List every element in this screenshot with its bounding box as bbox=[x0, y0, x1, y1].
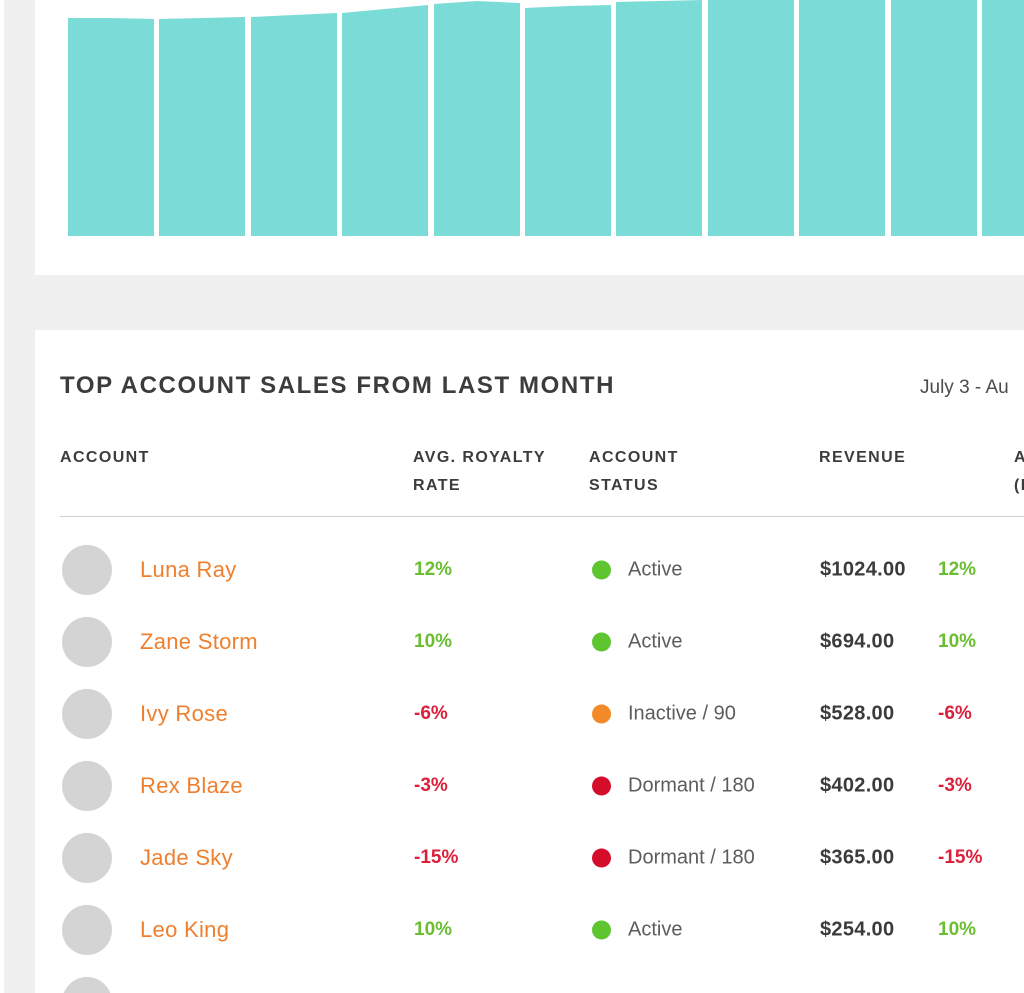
table-row: Leo King 10% Active $254.00 10% bbox=[35, 894, 1024, 966]
avatar[interactable] bbox=[62, 617, 112, 667]
revenue-value: $365.00 bbox=[820, 846, 895, 869]
avatar[interactable] bbox=[62, 545, 112, 595]
date-range: July 3 - Au bbox=[920, 377, 1009, 398]
revenue-change-value: -3% bbox=[938, 775, 972, 796]
royalty-rate-value: 10% bbox=[414, 631, 453, 652]
column-header-text: REVENUE bbox=[819, 449, 907, 466]
table-row bbox=[35, 966, 1024, 993]
status-cell: Dormant / 180 bbox=[592, 847, 755, 870]
chart-bar[interactable] bbox=[342, 5, 428, 236]
status-cell: Active bbox=[592, 919, 682, 942]
account-name-link[interactable]: Luna Ray bbox=[140, 557, 237, 582]
sales-chart-card bbox=[35, 0, 1024, 275]
column-header-account: ACCOUNT bbox=[60, 444, 150, 472]
revenue-change-value: 10% bbox=[938, 631, 977, 652]
status-dot-icon bbox=[592, 776, 611, 796]
account-status-label: Inactive / 90 bbox=[628, 702, 736, 725]
royalty-rate-value: 12% bbox=[414, 559, 453, 580]
account-name-link[interactable]: Rex Blaze bbox=[140, 773, 243, 798]
column-header-text: RATE bbox=[413, 477, 461, 494]
account-status-label: Dormant / 180 bbox=[628, 846, 755, 869]
table-row: Luna Ray 12% Active $1024.00 12% bbox=[35, 534, 1024, 606]
revenue-value: $694.00 bbox=[820, 630, 895, 653]
column-header-account-status: ACCOUNT STATUS bbox=[589, 444, 679, 500]
avatar[interactable] bbox=[62, 905, 112, 955]
table-row: Rex Blaze -3% Dormant / 180 $402.00 -3% bbox=[35, 750, 1024, 822]
status-cell: Active bbox=[592, 631, 682, 654]
avatar[interactable] bbox=[62, 761, 112, 811]
royalty-rate-value: -6% bbox=[414, 703, 448, 724]
account-status-label: Active bbox=[628, 630, 683, 653]
column-header-text: AVG. ROYALTY bbox=[413, 449, 546, 466]
chart-bar[interactable] bbox=[891, 0, 977, 236]
column-header-royalty-rate: AVG. ROYALTY RATE bbox=[413, 444, 546, 500]
avatar[interactable] bbox=[62, 977, 112, 993]
avatar[interactable] bbox=[62, 689, 112, 739]
royalty-rate-value: -3% bbox=[414, 775, 448, 796]
column-header-text: STATUS bbox=[589, 477, 660, 494]
chart-bar[interactable] bbox=[982, 0, 1024, 236]
account-name-link[interactable]: Ivy Rose bbox=[140, 701, 228, 726]
column-header-text: ACCOUNT bbox=[60, 449, 150, 466]
chart-bar[interactable] bbox=[251, 13, 337, 236]
status-cell: Inactive / 90 bbox=[592, 703, 736, 726]
status-dot-icon bbox=[592, 560, 611, 580]
table-row: Jade Sky -15% Dormant / 180 $365.00 -15% bbox=[35, 822, 1024, 894]
column-header-text: ACCOUNT bbox=[589, 449, 679, 466]
chart-bar[interactable] bbox=[434, 1, 520, 236]
account-status-label: Active bbox=[628, 918, 683, 941]
royalty-rate-value: -15% bbox=[414, 847, 459, 868]
column-header-clipped: A (I bbox=[1014, 444, 1024, 500]
chart-bar[interactable] bbox=[525, 5, 611, 236]
revenue-change-value: 12% bbox=[938, 559, 977, 580]
chart-bar[interactable] bbox=[708, 0, 794, 236]
account-name-link[interactable]: Zane Storm bbox=[140, 629, 258, 654]
revenue-change-value: -15% bbox=[938, 847, 983, 868]
column-header-text: (I bbox=[1014, 477, 1024, 494]
chart-bar[interactable] bbox=[616, 0, 702, 236]
chart-bar[interactable] bbox=[159, 17, 245, 236]
status-dot-icon bbox=[592, 920, 611, 940]
avatar[interactable] bbox=[62, 833, 112, 883]
account-name-link[interactable]: Jade Sky bbox=[140, 845, 233, 870]
status-dot-icon bbox=[592, 632, 611, 652]
chart-bar[interactable] bbox=[799, 0, 885, 236]
top-accounts-card: TOP ACCOUNT SALES FROM LAST MONTH July 3… bbox=[35, 330, 1024, 993]
card-title: TOP ACCOUNT SALES FROM LAST MONTH bbox=[60, 372, 616, 399]
account-status-label: Active bbox=[628, 558, 683, 581]
column-header-revenue: REVENUE bbox=[819, 444, 906, 472]
chart-bar[interactable] bbox=[68, 18, 154, 236]
revenue-value: $1024.00 bbox=[820, 558, 906, 581]
account-name-link[interactable]: Leo King bbox=[140, 917, 230, 942]
royalty-rate-value: 10% bbox=[414, 919, 453, 940]
account-table-rows: Luna Ray 12% Active $1024.00 12% Zane St… bbox=[35, 534, 1024, 993]
revenue-value: $402.00 bbox=[820, 774, 895, 797]
account-status-label: Dormant / 180 bbox=[628, 774, 755, 797]
header-divider bbox=[60, 516, 1024, 517]
status-dot-icon bbox=[592, 704, 611, 724]
revenue-value: $528.00 bbox=[820, 702, 895, 725]
status-cell: Dormant / 180 bbox=[592, 775, 755, 798]
table-row: Ivy Rose -6% Inactive / 90 $528.00 -6% bbox=[35, 678, 1024, 750]
status-cell: Active bbox=[592, 559, 682, 582]
table-row: Zane Storm 10% Active $694.00 10% bbox=[35, 606, 1024, 678]
status-dot-icon bbox=[592, 848, 611, 868]
revenue-change-value: -6% bbox=[938, 703, 972, 724]
revenue-value: $254.00 bbox=[820, 918, 895, 941]
bar-chart bbox=[68, 0, 1024, 236]
revenue-change-value: 10% bbox=[938, 919, 977, 940]
column-header-text: A bbox=[1014, 449, 1024, 466]
